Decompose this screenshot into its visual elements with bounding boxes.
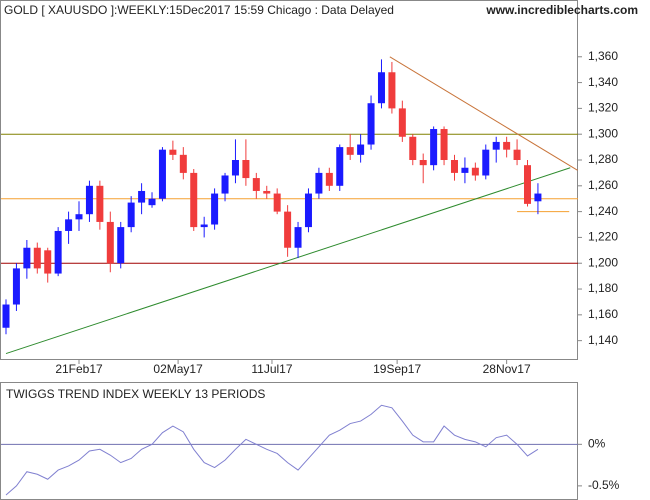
candle-body: [211, 193, 219, 225]
candle-body: [419, 160, 427, 166]
y-tick-label: 1,300: [588, 126, 618, 140]
candle-body: [127, 202, 135, 228]
candle-body: [242, 160, 250, 179]
candle-body: [273, 193, 281, 212]
candle-body: [179, 154, 187, 173]
candle-body: [23, 247, 31, 269]
candle-body: [44, 250, 52, 274]
candle-body: [54, 230, 62, 274]
x-tick-label: 21Feb17: [55, 362, 103, 376]
candle-body: [325, 172, 333, 186]
candle-body: [398, 108, 406, 137]
y-tick-label: 0%: [588, 436, 606, 450]
candle-body: [252, 178, 260, 191]
y-tick-label: 1,360: [588, 49, 618, 63]
candle-body: [336, 147, 344, 186]
x-tick-label: 02May17: [153, 362, 203, 376]
candle-body: [357, 144, 365, 155]
candle-body: [294, 227, 302, 248]
candle-body: [492, 141, 500, 150]
x-tick-label: 11Jul17: [251, 362, 292, 376]
candle-body: [231, 160, 239, 176]
candle-body: [263, 190, 271, 194]
y-tick-label: 1,280: [588, 152, 618, 166]
candle-body: [148, 198, 156, 206]
candle-body: [200, 224, 208, 228]
candle-body: [409, 136, 417, 160]
indicator-line: [5, 404, 539, 496]
candle-body: [461, 167, 469, 173]
candle-body: [503, 141, 511, 150]
candle-body: [2, 304, 10, 328]
candle-body: [524, 165, 531, 204]
x-tick-label: 19Sep17: [373, 362, 421, 376]
candle-body: [440, 129, 448, 160]
candle-body: [85, 185, 93, 215]
candle-body: [450, 160, 458, 173]
candle-body: [190, 172, 198, 228]
candle-body: [65, 219, 73, 231]
y-tick-label: 1,140: [588, 333, 618, 347]
candle-body: [471, 167, 479, 176]
candle-body: [284, 211, 292, 248]
trend-line: [5, 167, 571, 355]
candle-body: [169, 149, 177, 155]
candle-body: [430, 129, 438, 166]
candle-body: [367, 103, 375, 145]
candle-body: [138, 190, 146, 203]
y-tick-label: 1,240: [588, 204, 618, 218]
candle-body: [117, 227, 125, 264]
candle-body: [96, 185, 104, 222]
candle-body: [534, 193, 542, 202]
candle-body: [106, 221, 114, 264]
candle-body: [377, 72, 385, 104]
candle-body: [33, 247, 41, 269]
trend-line: [389, 56, 578, 171]
y-tick-label: 1,260: [588, 178, 618, 192]
y-tick-label: 1,160: [588, 307, 618, 321]
price-panel-frame: [0, 0, 578, 360]
candle-body: [158, 149, 166, 199]
candle-body: [304, 193, 312, 228]
chart-title: GOLD [ XAUUSDO ]:WEEKLY:15Dec2017 15:59 …: [4, 3, 394, 17]
y-tick-label: 1,200: [588, 255, 618, 269]
candle-body: [12, 268, 20, 305]
indicator-title: TWIGGS TREND INDEX WEEKLY 13 PERIODS: [6, 387, 265, 401]
candle-body: [482, 149, 490, 176]
candle-body: [388, 72, 396, 109]
candle-body: [315, 172, 323, 194]
source: www.incrediblecharts.com: [485, 3, 638, 17]
y-tick-label: -0.5%: [588, 478, 620, 492]
x-tick-label: 28Nov17: [483, 362, 531, 376]
y-tick-label: 1,220: [588, 230, 618, 244]
y-tick-label: 1,180: [588, 281, 618, 295]
y-tick-label: 1,320: [588, 101, 618, 115]
candle-body: [75, 214, 83, 220]
y-tick-label: 1,340: [588, 75, 618, 89]
candle-body: [513, 149, 521, 160]
candle-body: [346, 147, 354, 155]
candle-body: [221, 175, 229, 194]
